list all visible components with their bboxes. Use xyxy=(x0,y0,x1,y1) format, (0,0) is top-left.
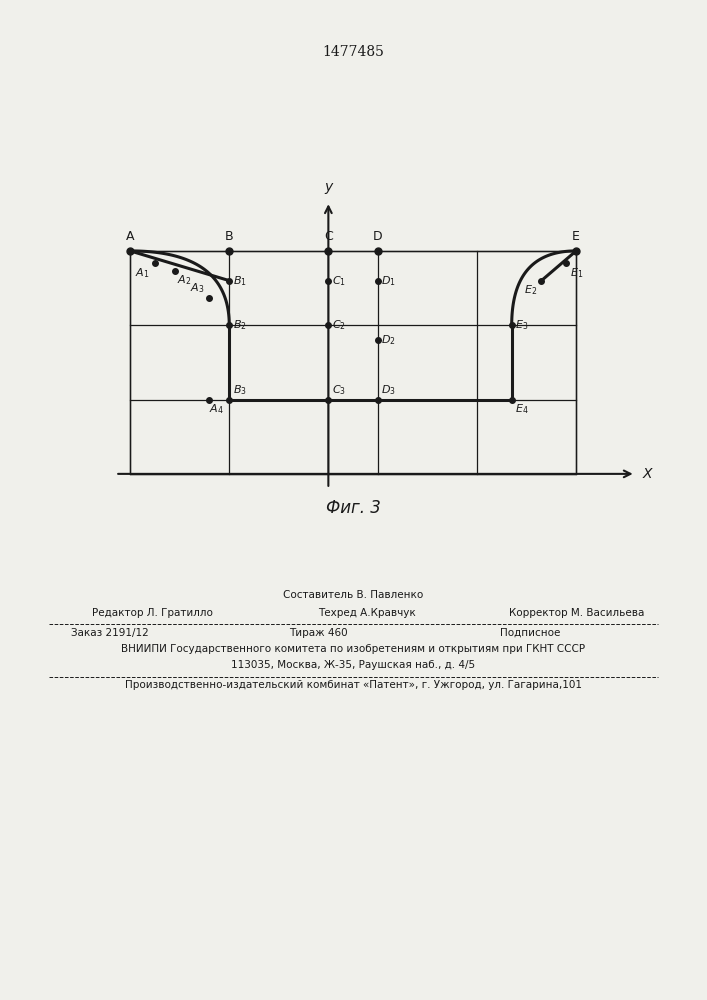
Text: E: E xyxy=(572,230,580,243)
Text: $B_1$: $B_1$ xyxy=(233,274,247,288)
Text: $A_4$: $A_4$ xyxy=(209,402,224,416)
Text: Составитель В. Павленко: Составитель В. Павленко xyxy=(284,590,423,600)
Text: Производственно-издательский комбинат «Патент», г. Ужгород, ул. Гагарина,101: Производственно-издательский комбинат «П… xyxy=(125,680,582,690)
Text: $E_2$: $E_2$ xyxy=(525,283,537,297)
Text: $C_3$: $C_3$ xyxy=(332,383,346,397)
Text: $E_4$: $E_4$ xyxy=(515,402,529,416)
Text: Фиг. 3: Фиг. 3 xyxy=(326,499,380,517)
Text: Корректор М. Васильева: Корректор М. Васильева xyxy=(509,608,644,618)
Text: $E_3$: $E_3$ xyxy=(515,318,528,332)
Text: Техред А.Кравчук: Техред А.Кравчук xyxy=(318,608,416,618)
Text: Подписное: Подписное xyxy=(500,628,561,638)
Text: Заказ 2191/12: Заказ 2191/12 xyxy=(71,628,148,638)
Text: $B_3$: $B_3$ xyxy=(233,383,247,397)
Text: C: C xyxy=(324,230,333,243)
Text: $D_1$: $D_1$ xyxy=(381,274,396,288)
Text: B: B xyxy=(225,230,233,243)
Text: $D_3$: $D_3$ xyxy=(381,383,396,397)
Text: $C_2$: $C_2$ xyxy=(332,318,346,332)
Text: $A_1$: $A_1$ xyxy=(134,266,149,280)
Text: ВНИИПИ Государственного комитета по изобретениям и открытиям при ГКНТ СССР: ВНИИПИ Государственного комитета по изоб… xyxy=(122,644,585,654)
Bar xyxy=(130,251,576,474)
Text: $E_1$: $E_1$ xyxy=(570,266,583,280)
Text: $A_2$: $A_2$ xyxy=(177,273,192,287)
Text: Редактор Л. Гратилло: Редактор Л. Гратилло xyxy=(92,608,213,618)
Text: y: y xyxy=(325,180,332,194)
Text: D: D xyxy=(373,230,382,243)
Text: $A_3$: $A_3$ xyxy=(190,282,204,295)
Text: A: A xyxy=(126,230,134,243)
Text: $C_1$: $C_1$ xyxy=(332,274,346,288)
Text: $B_2$: $B_2$ xyxy=(233,318,247,332)
Text: Тираж 460: Тираж 460 xyxy=(289,628,347,638)
Text: $D_2$: $D_2$ xyxy=(381,333,396,347)
Text: 113035, Москва, Ж-35, Раушская наб., д. 4/5: 113035, Москва, Ж-35, Раушская наб., д. … xyxy=(231,660,476,670)
Text: X: X xyxy=(643,467,653,481)
Text: 1477485: 1477485 xyxy=(322,45,385,59)
